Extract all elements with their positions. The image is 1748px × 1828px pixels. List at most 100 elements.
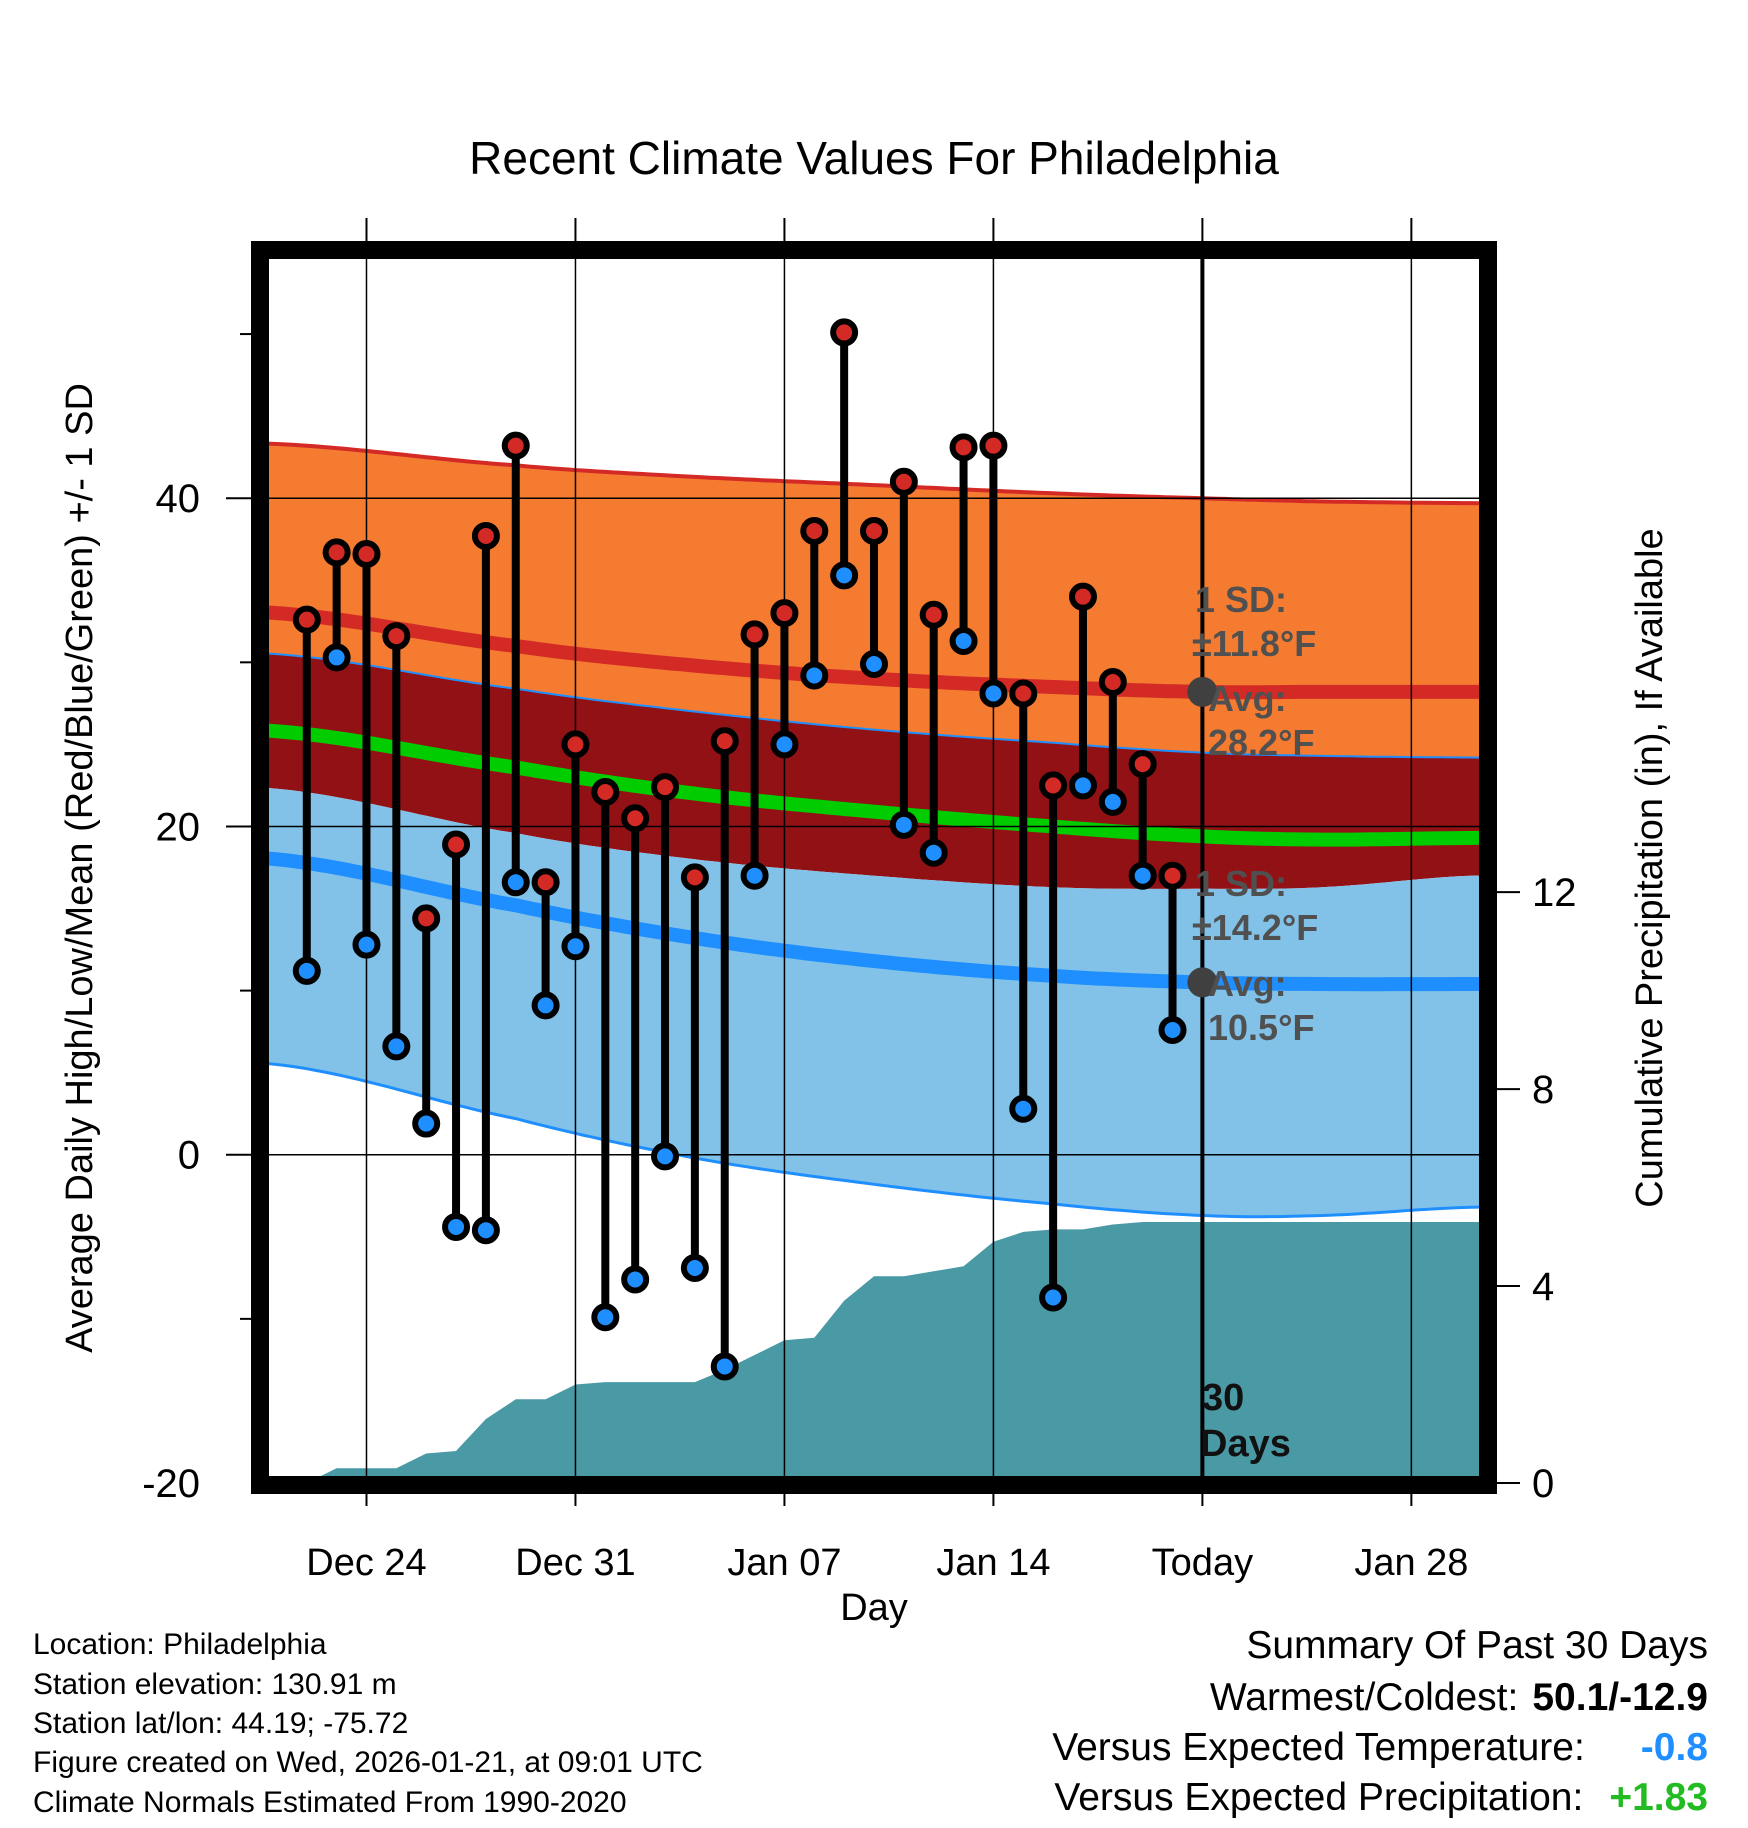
obs-high-point xyxy=(1068,582,1097,611)
x-tick-label: Jan 07 xyxy=(727,1542,841,1584)
precipitation-area xyxy=(262,1222,1486,1483)
obs-high-point xyxy=(412,904,441,933)
obs-low-point xyxy=(740,861,769,890)
normal-high-line xyxy=(262,605,1486,700)
obs-high-point xyxy=(1128,750,1157,779)
obs-high-point xyxy=(1158,861,1187,890)
high-avg-label: Avg: xyxy=(1208,678,1287,719)
obs-high-point xyxy=(292,605,321,634)
obs-high-point xyxy=(1098,668,1127,697)
obs-high-point xyxy=(531,868,560,897)
obs-high-point xyxy=(860,517,888,546)
obs-low-point xyxy=(651,1142,680,1171)
summary-temp: Versus Expected Temperature: -0.8 xyxy=(1052,1726,1708,1770)
x-tick-label: Dec 24 xyxy=(306,1542,426,1584)
obs-low-point xyxy=(591,1303,620,1332)
obs-low-point xyxy=(830,561,859,590)
obs-high-point xyxy=(740,620,769,649)
obs-low-point xyxy=(1039,1283,1068,1312)
summary-precip-label: Versus Expected Precipitation: xyxy=(1054,1776,1584,1819)
summary-warm-cold: Warmest/Coldest: 50.1/-12.9 xyxy=(1210,1676,1708,1720)
obs-high-point xyxy=(830,318,859,347)
normal-low-line xyxy=(262,851,1486,992)
x-tick-label: Jan 28 xyxy=(1354,1542,1468,1584)
footer-latlon: Station lat/lon: 44.19; -75.72 xyxy=(33,1707,409,1740)
obs-high-point xyxy=(322,538,351,567)
obs-high-point xyxy=(591,777,620,806)
y-axis-label: Average Daily High/Low/Mean (Red/Blue/Gr… xyxy=(59,383,101,1353)
observation-series xyxy=(292,318,1187,1381)
obs-low-point xyxy=(382,1032,411,1061)
obs-low-point xyxy=(352,930,381,959)
obs-low-point xyxy=(770,730,799,759)
low-avg-value: 10.5°F xyxy=(1208,1007,1314,1048)
summary-warm-cold-value: 50.1/-12.9 xyxy=(1532,1676,1708,1719)
obs-high-point xyxy=(501,431,530,460)
obs-high-point xyxy=(561,730,590,759)
y2-axis-label: Cumulative Precipitation (in), If Availa… xyxy=(1629,528,1671,1207)
y-tick-label: 20 xyxy=(156,805,201,849)
obs-high-point xyxy=(680,863,709,892)
plot-frame xyxy=(251,241,1497,1494)
obs-low-point xyxy=(680,1253,709,1282)
summary-title: Summary Of Past 30 Days xyxy=(1246,1624,1708,1667)
obs-low-point xyxy=(949,626,978,655)
obs-low-point xyxy=(889,810,918,839)
obs-low-point xyxy=(1128,861,1157,890)
low-sd-band xyxy=(262,787,1486,1217)
footer-normals: Climate Normals Estimated From 1990-2020 xyxy=(33,1786,627,1819)
obs-low-point xyxy=(860,649,888,678)
footer-created: Figure created on Wed, 2026-01-21, at 09… xyxy=(33,1746,703,1779)
low-lower-line xyxy=(262,1061,1486,1219)
x-tick-label: Today xyxy=(1152,1542,1253,1584)
axes: Dec 24 Dec 31 Jan 07 Jan 14 Today Jan 28 -20 0 2… xyxy=(142,218,1577,1584)
obs-high-point xyxy=(651,773,680,802)
obs-low-point xyxy=(979,679,1008,708)
normals-bands xyxy=(262,441,1486,1219)
obs-low-point xyxy=(1098,787,1127,816)
y-tick-label: 0 xyxy=(178,1134,200,1178)
low-sd-label: 1 SD: xyxy=(1195,863,1287,904)
obs-low-point xyxy=(561,932,590,961)
obs-high-point xyxy=(1039,771,1068,800)
days-label: Days xyxy=(1200,1423,1291,1465)
precipitation-fill xyxy=(262,1222,1486,1483)
summary-precip-value: +1.83 xyxy=(1609,1776,1708,1819)
obs-high-point xyxy=(621,804,650,833)
obs-low-point xyxy=(1068,771,1097,800)
normal-mean-line xyxy=(262,723,1486,847)
footer-location: Location: Philadelphia xyxy=(33,1628,327,1661)
obs-low-point xyxy=(412,1109,441,1138)
obs-low-point xyxy=(621,1265,650,1294)
high-sd-value: ±11.8°F xyxy=(1192,623,1316,664)
y-tick-label: -20 xyxy=(142,1462,200,1506)
obs-low-point xyxy=(442,1212,471,1241)
obs-low-point xyxy=(919,838,948,867)
y2-tick-label: 4 xyxy=(1532,1265,1554,1309)
obs-low-point xyxy=(800,661,829,690)
obs-high-point xyxy=(442,830,471,859)
obs-low-point xyxy=(1009,1094,1038,1123)
obs-high-point xyxy=(800,517,829,546)
high-upper-line xyxy=(262,441,1486,506)
obs-low-point xyxy=(710,1352,739,1381)
low-avg-marker xyxy=(1187,967,1218,998)
obs-high-point xyxy=(710,727,739,756)
summary-temp-label: Versus Expected Temperature: xyxy=(1052,1726,1585,1769)
obs-high-point xyxy=(382,622,411,651)
x-tick-label: Jan 14 xyxy=(936,1542,1050,1584)
obs-high-point xyxy=(949,433,978,462)
high-avg-marker xyxy=(1187,676,1218,707)
x-tick-label: Dec 31 xyxy=(515,1542,635,1584)
summary-warm-cold-label: Warmest/Coldest: xyxy=(1209,1676,1519,1719)
high-avg-value: 28.2°F xyxy=(1208,722,1314,763)
obs-high-point xyxy=(889,467,918,496)
high-sd-label: 1 SD: xyxy=(1195,579,1287,620)
obs-low-point xyxy=(501,868,530,897)
low-avg-label: Avg: xyxy=(1208,963,1287,1004)
low-sd-value: ±14.2°F xyxy=(1192,907,1318,948)
y-tick-label: 40 xyxy=(156,477,201,521)
x-axis-label: Day xyxy=(840,1587,908,1629)
